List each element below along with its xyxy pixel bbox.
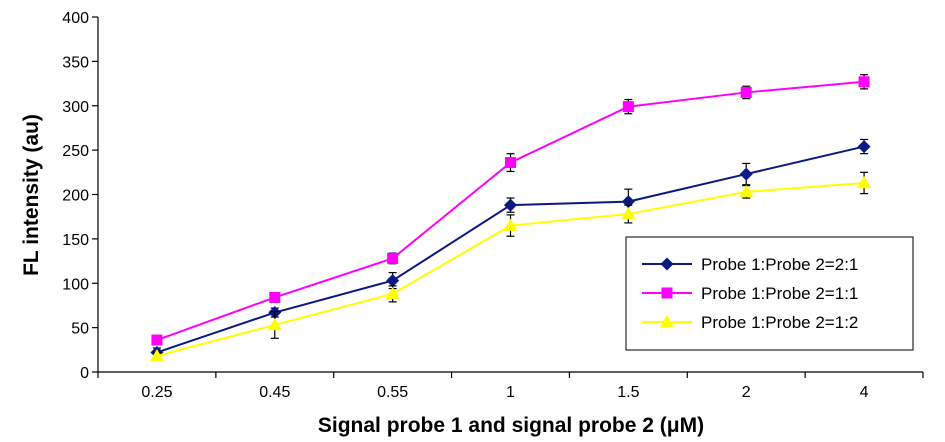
x-tick-label: 1.5 [617, 384, 639, 401]
legend-item: Probe 1:Probe 2=2:1 [642, 255, 858, 274]
data-point [504, 198, 517, 212]
data-point [269, 291, 281, 303]
y-axis-title: FL intensity (au) [20, 114, 43, 276]
y-tick-label: 150 [62, 232, 89, 249]
y-tick-label: 0 [80, 365, 89, 382]
data-point [858, 76, 870, 88]
data-point [621, 207, 636, 220]
legend: Probe 1:Probe 2=2:1 Probe 1:Probe 2=1:1 Pr… [625, 236, 914, 351]
data-point [503, 218, 518, 231]
legend-marker [661, 287, 673, 299]
legend-label: Probe 1:Probe 2=2:1 [701, 255, 858, 274]
x-tick-label: 1 [506, 384, 515, 401]
x-axis-title: Signal probe 1 and signal probe 2 (μM) [318, 414, 704, 437]
data-point [740, 86, 752, 98]
legend-marker [660, 315, 674, 328]
x-tick-label: 4 [860, 384, 869, 401]
x-tick-label: 2 [742, 384, 751, 401]
x-tick-label: 0.25 [141, 384, 172, 401]
series-2 [151, 74, 870, 346]
y-tick-label: 350 [62, 54, 89, 71]
legend-item: Probe 1:Probe 2=1:1 [642, 284, 858, 303]
y-ticks: 0 50 100 150 200 250 300 350 400 [62, 10, 98, 382]
series-layer [149, 74, 872, 362]
data-point [857, 140, 871, 154]
data-point [505, 157, 516, 169]
x-tick-label: 0.55 [377, 384, 408, 401]
x-tick-label: 0.45 [259, 384, 290, 401]
data-point [151, 334, 163, 346]
legend-items: Probe 1:Probe 2=2:1 Probe 1:Probe 2=1:1 Pr… [642, 255, 858, 332]
y-tick-label: 100 [62, 276, 89, 293]
data-point [385, 286, 400, 300]
data-point [386, 274, 400, 288]
y-tick-label: 400 [62, 10, 89, 27]
legend-item: Probe 1:Probe 2=1:2 [642, 313, 858, 332]
y-tick-label: 300 [62, 99, 89, 116]
series-3 [149, 171, 872, 362]
data-point [622, 101, 634, 113]
legend-marker [660, 257, 674, 271]
data-point [149, 349, 164, 362]
data-point [739, 184, 754, 198]
x-ticks: 0.25 0.45 0.55 1 1.5 2 4 [97, 372, 924, 401]
y-tick-label: 200 [62, 188, 89, 205]
y-tick-label: 250 [62, 143, 89, 160]
legend-label: Probe 1:Probe 2=1:1 [701, 284, 858, 303]
data-point [739, 167, 753, 181]
y-tick-label: 50 [71, 321, 89, 338]
legend-label: Probe 1:Probe 2=1:2 [701, 313, 858, 332]
data-point [857, 175, 872, 189]
data-point [267, 317, 282, 331]
data-point [387, 252, 399, 264]
